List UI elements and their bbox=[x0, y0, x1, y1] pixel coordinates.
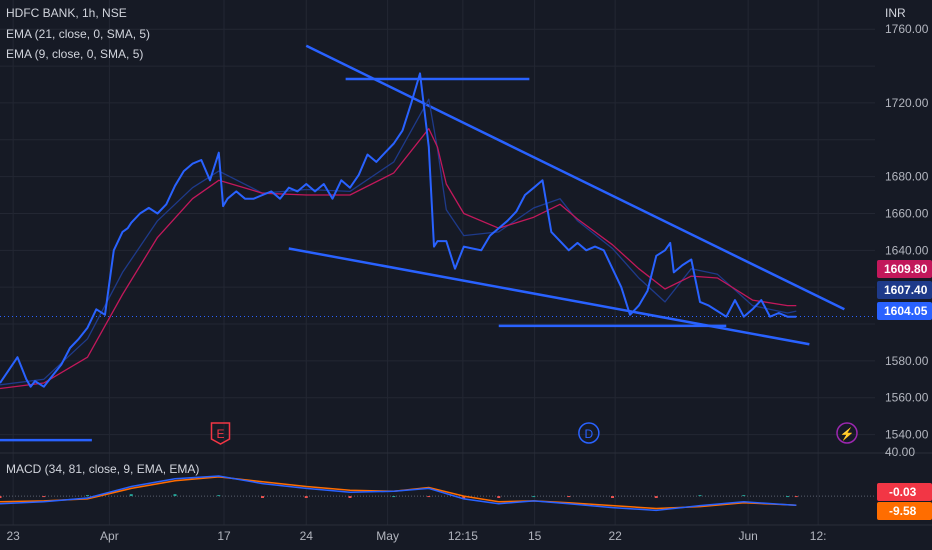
macd-histogram-bar bbox=[348, 496, 352, 498]
symbol-title[interactable]: HDFC BANK, 1h, NSE bbox=[6, 6, 127, 20]
price-axis: 1540.00 1560.00 1580.00 1640.00 1660.00 1680.… bbox=[877, 22, 932, 442]
y-tick-label: 1540.00 bbox=[885, 428, 929, 442]
y-tick-label: 1680.00 bbox=[885, 170, 929, 184]
macd-histogram-bar bbox=[86, 495, 89, 497]
price-badge bbox=[877, 281, 932, 299]
time-axis: 23 Apr 17 24 May 12:15 15 22 Jun 12: bbox=[6, 529, 826, 543]
split-marker-icon bbox=[836, 422, 858, 444]
currency-label: INR bbox=[885, 6, 906, 20]
macd-histogram-bar bbox=[0, 496, 2, 498]
macd-histogram-bar bbox=[129, 494, 133, 497]
macd-histogram-bar bbox=[698, 495, 702, 497]
x-tick-label: 23 bbox=[6, 529, 20, 543]
overlays bbox=[0, 44, 875, 442]
dividend-marker-label: D bbox=[585, 427, 594, 441]
series-line-price bbox=[0, 72, 797, 388]
macd-badge bbox=[877, 502, 932, 520]
x-tick-label: 17 bbox=[217, 529, 231, 543]
y-tick-label: 1760.00 bbox=[885, 22, 929, 36]
y-tick-label: 1560.00 bbox=[885, 391, 929, 405]
macd-axis-label: 40.00 bbox=[885, 445, 915, 459]
trendline bbox=[288, 247, 810, 346]
macd-histogram-bar bbox=[173, 494, 177, 497]
macd-histogram-bar bbox=[794, 496, 798, 498]
y-tick-label: 1660.00 bbox=[885, 206, 929, 220]
price-badge-text: 1607.40 bbox=[884, 283, 928, 297]
macd-histogram-bar bbox=[654, 496, 658, 498]
macd-line bbox=[0, 475, 797, 512]
x-tick-label: 22 bbox=[608, 529, 622, 543]
earnings-marker-label: E bbox=[216, 427, 224, 441]
grid bbox=[0, 0, 932, 526]
macd-indicator-label[interactable]: MACD (34, 81, close, 9, EMA, EMA) bbox=[6, 462, 200, 476]
indicator-ema9-label[interactable]: EMA (9, close, 0, SMA, 5) bbox=[6, 47, 144, 61]
macd-histogram-bar bbox=[567, 496, 571, 498]
macd-badge-text: -0.03 bbox=[889, 485, 917, 499]
macd-badge-text: -9.58 bbox=[889, 504, 917, 518]
price-badge-text: 1609.80 bbox=[884, 262, 928, 276]
x-tick-label: May bbox=[376, 529, 399, 543]
macd-histogram-bar bbox=[611, 496, 614, 498]
y-tick-label: 1640.00 bbox=[885, 243, 929, 257]
macd-histogram-bar bbox=[392, 496, 396, 498]
event-markers: E D ⚡ bbox=[210, 422, 858, 445]
macd-histogram-bar bbox=[786, 496, 789, 498]
macd-histogram-bar bbox=[217, 495, 221, 497]
macd-signal-line bbox=[0, 476, 797, 510]
earnings-marker-icon bbox=[210, 422, 231, 445]
macd-pane: 40.00 -0.03 -9.58 bbox=[0, 445, 932, 520]
series-line-ema-21 bbox=[0, 128, 797, 390]
macd-histogram-bar bbox=[742, 495, 746, 497]
x-tick-label: 12: bbox=[810, 529, 827, 543]
x-tick-label: 24 bbox=[300, 529, 314, 543]
y-tick-label: 1580.00 bbox=[885, 354, 929, 368]
x-tick-label: 15 bbox=[528, 529, 542, 543]
dividend-marker-icon bbox=[578, 422, 600, 444]
macd-histogram-bar bbox=[42, 496, 46, 498]
indicator-ema21-label[interactable]: EMA (21, close, 0, SMA, 5) bbox=[6, 27, 151, 41]
macd-histogram-bar bbox=[532, 496, 536, 498]
split-marker-label: ⚡ bbox=[840, 427, 855, 441]
macd-histogram-bar bbox=[427, 496, 431, 498]
price-badge bbox=[877, 302, 932, 320]
price-series bbox=[0, 72, 797, 390]
x-tick-label: 12:15 bbox=[448, 529, 478, 543]
macd-histogram-bar bbox=[497, 496, 501, 498]
trendline bbox=[305, 44, 845, 311]
y-tick-label: 1720.00 bbox=[885, 96, 929, 110]
macd-badge bbox=[877, 483, 932, 501]
price-badge-text: 1604.05 bbox=[884, 304, 928, 318]
macd-histogram-bar bbox=[261, 496, 264, 498]
series-line-ema-9 bbox=[0, 98, 797, 386]
macd-histogram-bar bbox=[304, 496, 308, 498]
x-tick-label: Apr bbox=[100, 529, 119, 543]
price-badge bbox=[877, 260, 932, 278]
macd-histogram-bar bbox=[462, 496, 466, 499]
x-tick-label: Jun bbox=[738, 529, 757, 543]
